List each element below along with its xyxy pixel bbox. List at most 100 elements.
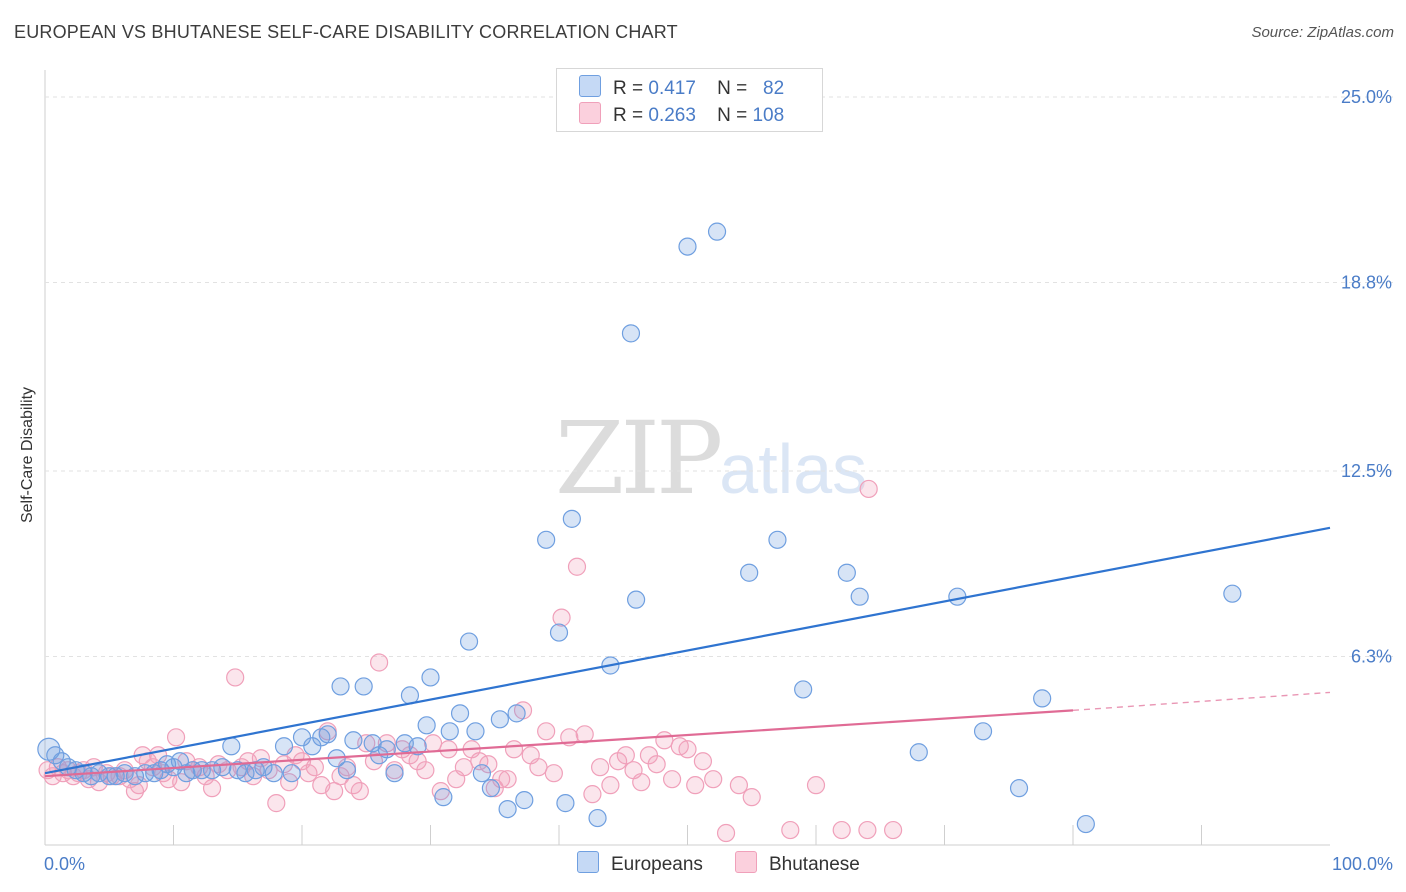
europeans-point <box>434 788 453 807</box>
bhutanese-point <box>729 776 749 795</box>
europeans-point <box>562 509 581 528</box>
europeans-point <box>459 632 479 651</box>
bhutanese-point <box>693 752 713 771</box>
europeans-point <box>337 761 357 780</box>
europeans-point <box>1033 689 1052 708</box>
europeans-point <box>556 794 575 813</box>
bhutanese-point <box>364 752 384 771</box>
x-tick-label: 0.0% <box>44 854 85 874</box>
bhutanese-point <box>479 755 498 774</box>
bhutanese-point <box>704 770 723 789</box>
legend-r-label: R = <box>613 105 644 126</box>
europeans-point <box>507 704 526 723</box>
europeans-point <box>794 680 813 699</box>
bhutanese-point <box>832 820 851 840</box>
bhutanese-point <box>544 764 563 783</box>
europeans-point <box>222 737 241 756</box>
europeans-point <box>282 764 301 783</box>
europeans-point <box>481 779 500 798</box>
x-tick-label: 100.0% <box>1332 854 1393 874</box>
europeans-point <box>213 758 232 777</box>
europeans-point <box>837 563 856 582</box>
bhutanese-point <box>858 820 877 840</box>
bhutanese-point <box>454 758 474 777</box>
europeans-point <box>274 737 294 756</box>
europeans-point <box>678 237 697 256</box>
bhutanese-point <box>504 740 524 759</box>
bottom-legend-europeans: Europeans <box>577 851 703 876</box>
europeans-point <box>740 563 759 582</box>
y-tick-label: 6.3% <box>1351 647 1392 667</box>
europeans-point <box>318 725 337 744</box>
europeans-point <box>417 716 436 735</box>
bhutanese-point <box>632 773 651 792</box>
europeans-point <box>909 743 928 762</box>
europeans-legend-label: Europeans <box>611 854 703 875</box>
europeans-point <box>621 324 641 343</box>
bhutanese-point <box>883 820 903 840</box>
legend-n-label: N = <box>717 105 748 126</box>
y-tick-label: 25.0% <box>1341 87 1392 107</box>
bhutanese-legend-label: Bhutanese <box>769 854 860 875</box>
europeans-point <box>626 590 646 609</box>
chart-title: EUROPEAN VS BHUTANESE SELF-CARE DISABILI… <box>14 22 678 42</box>
legend-r-label: R = <box>613 78 644 99</box>
bhutanese-point <box>305 758 324 777</box>
bhutanese-point <box>172 773 191 792</box>
europeans-point <box>331 677 350 696</box>
bhutanese-point <box>575 725 594 744</box>
europeans-point <box>344 731 363 750</box>
bhutanese-point <box>79 770 98 789</box>
bhutanese-point <box>492 770 511 789</box>
europeans-point <box>498 799 517 819</box>
europeans-point <box>850 587 869 606</box>
bhutanese-trend-extension <box>1072 691 1331 712</box>
europeans-point <box>466 722 485 741</box>
europeans-point <box>421 668 440 687</box>
legend-n-value: 82 <box>763 78 785 99</box>
bhutanese-point <box>686 776 705 795</box>
europeans-point <box>707 222 727 241</box>
europeans-point <box>440 722 459 741</box>
bhutanese-point <box>202 779 222 798</box>
europeans-point <box>115 764 134 783</box>
europeans-point <box>292 728 312 747</box>
bhutanese-point <box>218 761 237 780</box>
bhutanese-point <box>485 779 504 798</box>
europeans-point <box>450 704 470 723</box>
bhutanese-point <box>662 770 682 789</box>
bhutanese-point <box>655 731 674 750</box>
bhutanese-swatch <box>579 102 601 124</box>
europeans-point <box>1009 779 1029 798</box>
bhutanese-point <box>325 782 344 801</box>
bhutanese-point <box>616 746 635 765</box>
watermark: ZIPatlas <box>555 400 867 517</box>
europeans-point <box>588 808 607 828</box>
legend-row-bhutanese: R = 0.263 N = 108 <box>579 102 784 126</box>
europeans-legend-swatch <box>577 851 599 873</box>
europeans-point <box>973 722 993 741</box>
watermark-zip: ZIP <box>555 400 723 517</box>
bottom-legend-bhutanese: Bhutanese <box>735 851 860 876</box>
bhutanese-point <box>552 608 571 627</box>
bhutanese-point <box>370 653 389 672</box>
europeans-point <box>1076 814 1095 834</box>
europeans-point <box>490 710 509 729</box>
europeans-point <box>768 530 787 549</box>
bhutanese-point <box>781 820 800 840</box>
bhutanese-point <box>647 755 666 774</box>
source-label: Source: ZipAtlas.com <box>1251 24 1394 41</box>
legend-r-value: 0.417 <box>648 78 696 99</box>
bhutanese-point <box>226 668 245 687</box>
europeans-point <box>1223 584 1242 603</box>
bhutanese-point <box>601 776 620 795</box>
bhutanese-point <box>583 785 602 804</box>
y-tick-label: 18.8% <box>1341 273 1392 293</box>
bhutanese-point <box>716 823 736 843</box>
bhutanese-point <box>742 788 761 807</box>
bhutanese-point <box>806 776 826 795</box>
bhutanese-point <box>537 722 556 741</box>
bhutanese-point <box>267 794 286 813</box>
europeans-point <box>125 767 145 786</box>
europeans-point <box>537 530 556 549</box>
